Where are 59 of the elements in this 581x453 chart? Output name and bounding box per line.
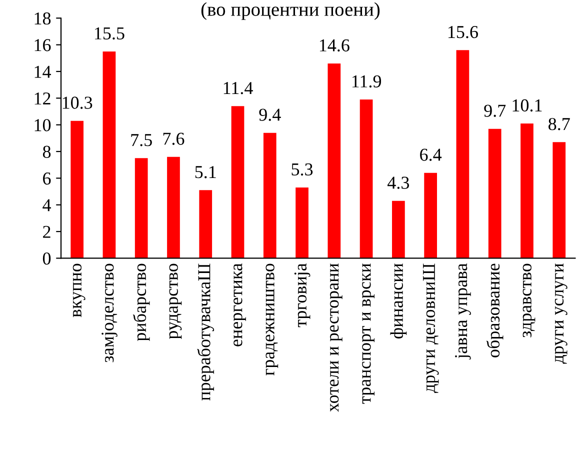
x-tick-label: трговија (294, 263, 310, 328)
x-tick-label: здравство (522, 264, 536, 338)
bar (328, 63, 341, 258)
bar (199, 190, 212, 258)
data-label: 14.6 (320, 39, 350, 52)
data-label: 5.3 (292, 163, 313, 176)
data-label: 9.4 (259, 108, 281, 121)
y-tick-label: 6 (43, 172, 51, 185)
bar (134, 158, 148, 258)
y-tick-label: 10 (34, 119, 51, 132)
x-tick-label: преработувачкаШ (197, 264, 214, 401)
data-label: 4.3 (388, 176, 410, 189)
x-tick-label: енергетика (234, 263, 246, 346)
data-label: 15.6 (448, 26, 478, 38)
x-tick-label: транспорт и врски (362, 263, 374, 404)
bar (296, 188, 308, 258)
y-tick-label: 4 (42, 199, 51, 212)
bar (552, 142, 566, 258)
x-tick-label: хотели и ресторани (330, 264, 342, 412)
y-tick-label: 8 (42, 146, 51, 158)
y-tick-label: 18 (34, 12, 51, 25)
chart-title: (во процентни поени) (201, 2, 380, 20)
y-tick-label: 14 (34, 66, 51, 78)
data-label: 11.9 (352, 75, 382, 88)
data-label: 15.5 (95, 27, 124, 40)
y-tick-label: 0 (42, 252, 51, 265)
x-tick-label: рибарство (132, 264, 150, 342)
x-tick-label: замјоделство (102, 264, 118, 362)
y-tick-label: 16 (34, 39, 51, 52)
bar (167, 156, 180, 258)
data-label: 7.5 (131, 134, 152, 146)
bar (360, 99, 373, 258)
x-tick-label: образование (486, 264, 504, 358)
bar (520, 123, 534, 258)
x-tick-label: финансии (390, 263, 407, 338)
data-label: 5.1 (195, 166, 216, 178)
x-tick-label: градежништво (266, 264, 278, 376)
x-tick-label: други услуги (554, 263, 568, 364)
data-label: 9.7 (484, 104, 506, 117)
data-label: 6.4 (420, 148, 442, 161)
bar (456, 50, 470, 258)
x-tick-label: други деловниШ (423, 264, 439, 393)
x-tick-label: јавна управа (455, 263, 471, 360)
data-label: 10.3 (62, 96, 92, 109)
x-tick-label: рударство (169, 264, 182, 340)
data-label: 7.6 (163, 132, 184, 145)
bar (70, 120, 84, 258)
y-tick-label: 2 (43, 226, 50, 238)
bar (102, 51, 116, 258)
bar (263, 132, 276, 258)
y-tick-label: 12 (34, 92, 50, 104)
bar (392, 200, 405, 258)
bar (231, 106, 244, 258)
bar (488, 128, 502, 258)
x-tick-label: вкупно (72, 264, 86, 318)
bar (424, 172, 438, 258)
data-label: 8.7 (548, 118, 570, 130)
data-label: 11.4 (224, 82, 253, 94)
data-label: 10.1 (512, 99, 542, 112)
